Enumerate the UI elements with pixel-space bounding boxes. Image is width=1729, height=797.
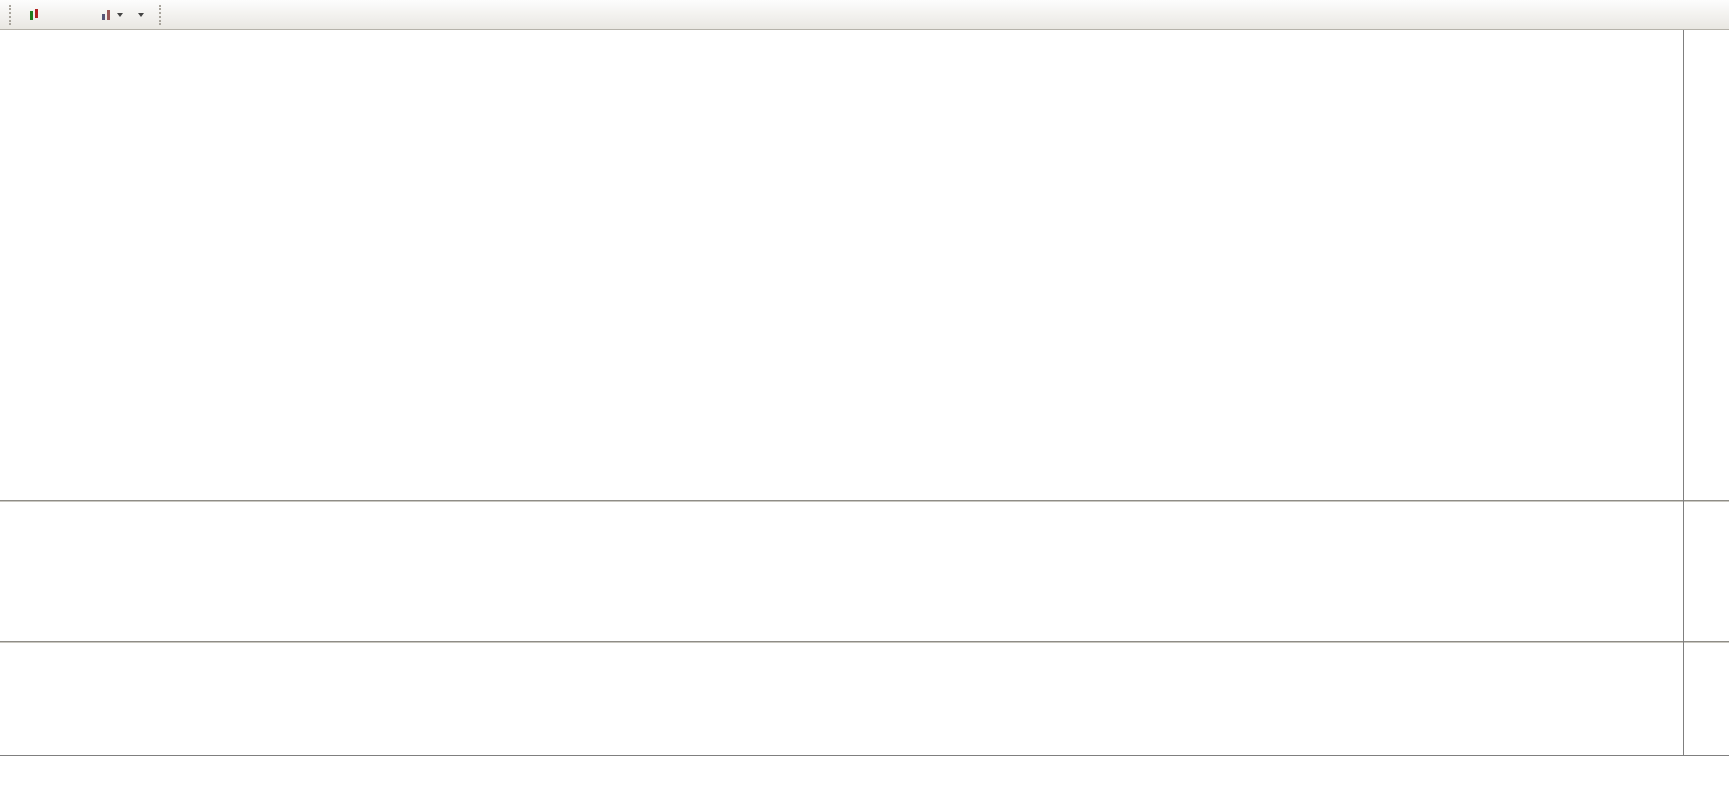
panel-separator-rsi[interactable] [0,641,1729,643]
bar-chart-icon [101,8,114,21]
annotation-tool-button[interactable] [48,4,70,26]
time-axis[interactable] [0,756,1682,782]
rsi-axis[interactable] [1684,643,1729,755]
toolbar [0,0,1729,30]
rsi-canvas[interactable] [0,643,1682,755]
price-axis[interactable] [1684,30,1729,500]
candlestick-chart-button[interactable] [22,4,46,26]
toolbar-separator [159,4,165,25]
tools-dropdown-button[interactable] [130,4,152,26]
price-chart-canvas[interactable] [0,30,1682,500]
price-panel-header [5,34,47,46]
price-chart-panel[interactable] [0,30,1682,500]
axis-separator [1683,30,1684,756]
time-axis-separator [0,755,1729,756]
toolbar-grip[interactable] [9,4,15,25]
panel-separator-macd[interactable] [0,500,1729,502]
chart-type-dropdown-button[interactable] [96,4,128,26]
candlestick-chart-icon [27,8,41,22]
macd-axis[interactable] [1684,502,1729,641]
rsi-panel-header [5,647,19,659]
rsi-panel[interactable] [0,643,1682,755]
text-tool-button[interactable] [72,4,94,26]
macd-canvas[interactable] [0,502,1682,641]
macd-panel[interactable] [0,502,1682,641]
chevron-down-icon [117,12,123,17]
chevron-down-icon [138,12,144,17]
macd-panel-header [5,506,26,518]
